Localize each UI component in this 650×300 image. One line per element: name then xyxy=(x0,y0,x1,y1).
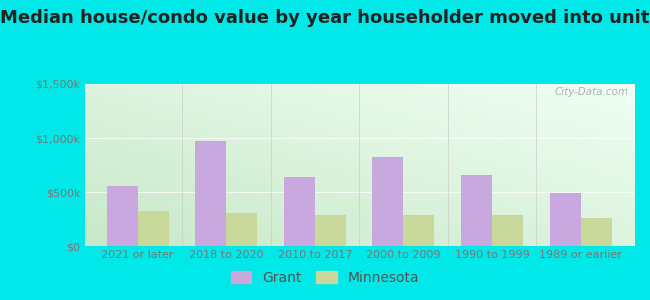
Bar xyxy=(107,185,138,246)
Bar xyxy=(404,215,434,246)
Text: City-Data.com: City-Data.com xyxy=(554,87,629,97)
Bar xyxy=(461,175,492,246)
Bar xyxy=(315,215,346,246)
Bar xyxy=(226,212,257,246)
Bar xyxy=(284,177,315,246)
Text: Median house/condo value by year householder moved into unit: Median house/condo value by year househo… xyxy=(0,9,650,27)
Bar xyxy=(372,158,404,246)
Bar xyxy=(138,212,168,246)
Bar xyxy=(492,215,523,246)
Legend: Grant, Minnesota: Grant, Minnesota xyxy=(225,265,425,290)
Bar xyxy=(550,193,580,246)
Bar xyxy=(195,141,226,246)
Bar xyxy=(580,218,612,246)
